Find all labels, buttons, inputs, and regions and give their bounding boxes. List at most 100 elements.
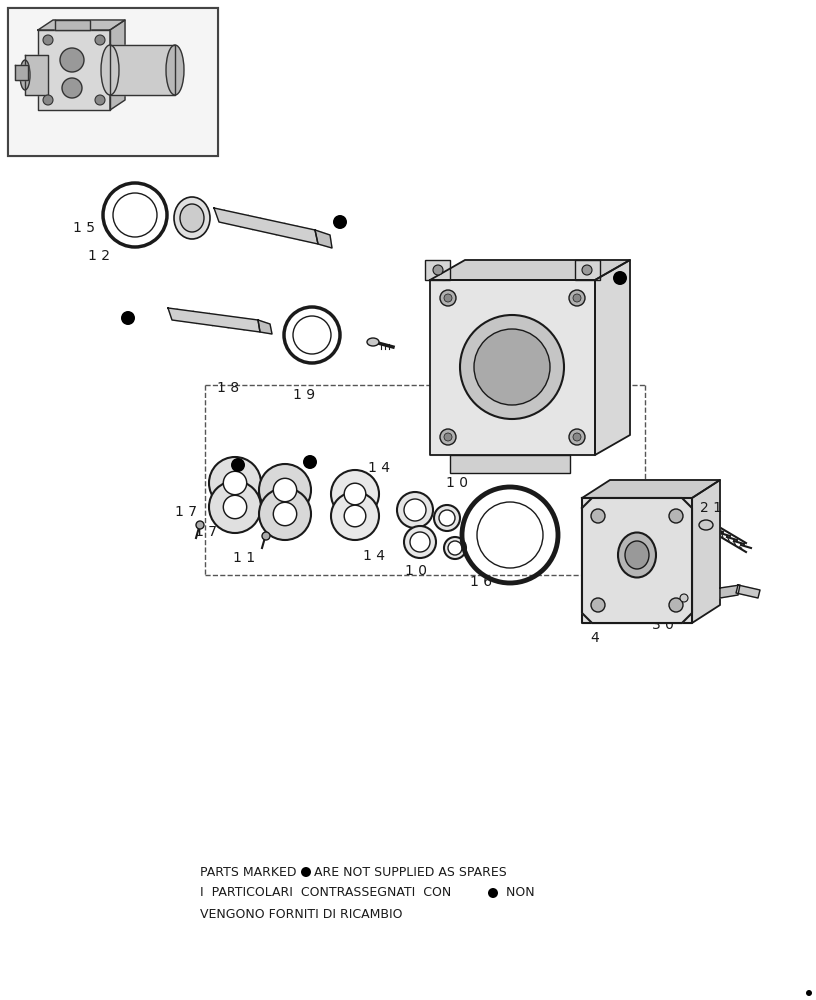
- Circle shape: [477, 502, 543, 568]
- Polygon shape: [595, 260, 630, 455]
- Circle shape: [331, 470, 379, 518]
- Ellipse shape: [699, 520, 713, 530]
- Circle shape: [224, 495, 246, 519]
- Circle shape: [669, 509, 683, 523]
- Circle shape: [262, 532, 270, 540]
- Circle shape: [460, 315, 564, 419]
- Text: 4: 4: [590, 631, 599, 645]
- Text: 1 7: 1 7: [175, 505, 197, 519]
- Circle shape: [259, 464, 311, 516]
- Polygon shape: [38, 30, 110, 110]
- Circle shape: [259, 488, 311, 540]
- Circle shape: [434, 505, 460, 531]
- Circle shape: [573, 294, 581, 302]
- Circle shape: [433, 265, 443, 275]
- Polygon shape: [736, 585, 760, 598]
- Text: 1 6: 1 6: [470, 575, 492, 589]
- Polygon shape: [258, 320, 272, 334]
- Text: PARTS MARKED: PARTS MARKED: [200, 865, 296, 879]
- Text: 1 8: 1 8: [217, 381, 239, 395]
- Text: 1 9: 1 9: [293, 388, 315, 402]
- Circle shape: [43, 35, 53, 45]
- Circle shape: [344, 505, 366, 527]
- Bar: [8, 8, 218, 156]
- Polygon shape: [582, 480, 720, 498]
- Circle shape: [303, 455, 317, 469]
- Circle shape: [680, 594, 688, 602]
- Circle shape: [209, 457, 261, 509]
- Circle shape: [582, 265, 592, 275]
- Circle shape: [196, 521, 204, 529]
- Circle shape: [333, 215, 347, 229]
- Ellipse shape: [625, 541, 649, 569]
- Circle shape: [591, 598, 605, 612]
- Circle shape: [60, 48, 84, 72]
- Circle shape: [806, 990, 812, 996]
- Text: I  PARTICOLARI  CONTRASSEGNATI  CON: I PARTICOLARI CONTRASSEGNATI CON: [200, 886, 459, 900]
- Bar: [8, 8, 218, 156]
- Polygon shape: [38, 20, 125, 30]
- Polygon shape: [430, 280, 595, 455]
- Polygon shape: [55, 20, 90, 30]
- Text: 1 0: 1 0: [405, 564, 427, 578]
- Circle shape: [293, 316, 331, 354]
- Circle shape: [95, 35, 105, 45]
- Text: 1 0: 1 0: [446, 476, 468, 490]
- Circle shape: [331, 492, 379, 540]
- Polygon shape: [582, 498, 692, 623]
- Text: 1 7: 1 7: [195, 525, 217, 539]
- Circle shape: [62, 78, 82, 98]
- Polygon shape: [168, 308, 260, 332]
- Polygon shape: [214, 208, 318, 244]
- Ellipse shape: [166, 45, 184, 95]
- Circle shape: [113, 193, 157, 237]
- Circle shape: [573, 433, 581, 441]
- Polygon shape: [315, 230, 332, 248]
- Circle shape: [488, 888, 498, 898]
- Bar: [575, 260, 600, 280]
- Circle shape: [474, 329, 550, 405]
- Circle shape: [397, 492, 433, 528]
- Circle shape: [444, 433, 452, 441]
- Text: ARE NOT SUPPLIED AS SPARES: ARE NOT SUPPLIED AS SPARES: [314, 865, 507, 879]
- Circle shape: [569, 290, 585, 306]
- Text: 1 5: 1 5: [73, 221, 95, 235]
- Bar: [425, 260, 450, 280]
- Ellipse shape: [101, 45, 119, 95]
- Circle shape: [591, 509, 605, 523]
- Polygon shape: [720, 585, 740, 598]
- Circle shape: [301, 867, 311, 877]
- Ellipse shape: [367, 338, 379, 346]
- Circle shape: [444, 537, 466, 559]
- Text: 1 4: 1 4: [368, 461, 390, 475]
- Circle shape: [569, 429, 585, 445]
- Circle shape: [43, 95, 53, 105]
- Polygon shape: [582, 498, 692, 623]
- Circle shape: [209, 481, 261, 533]
- Circle shape: [440, 429, 456, 445]
- Ellipse shape: [174, 197, 210, 239]
- Text: VENGONO FORNITI DI RICAMBIO: VENGONO FORNITI DI RICAMBIO: [200, 908, 402, 920]
- Polygon shape: [692, 480, 720, 623]
- Circle shape: [440, 290, 456, 306]
- Circle shape: [410, 532, 430, 552]
- Polygon shape: [430, 260, 630, 280]
- Circle shape: [224, 471, 246, 495]
- Polygon shape: [110, 20, 125, 110]
- Ellipse shape: [20, 60, 30, 90]
- Circle shape: [121, 311, 135, 325]
- Circle shape: [439, 510, 455, 526]
- Text: 1 4: 1 4: [363, 549, 385, 563]
- Circle shape: [669, 598, 683, 612]
- Text: 1 1: 1 1: [233, 551, 255, 565]
- Bar: [450, 455, 570, 473]
- Circle shape: [448, 541, 462, 555]
- Circle shape: [444, 294, 452, 302]
- Circle shape: [344, 483, 366, 505]
- Circle shape: [613, 271, 627, 285]
- Circle shape: [273, 478, 297, 502]
- Circle shape: [404, 526, 436, 558]
- Circle shape: [95, 95, 105, 105]
- Polygon shape: [110, 45, 175, 95]
- Polygon shape: [15, 65, 28, 80]
